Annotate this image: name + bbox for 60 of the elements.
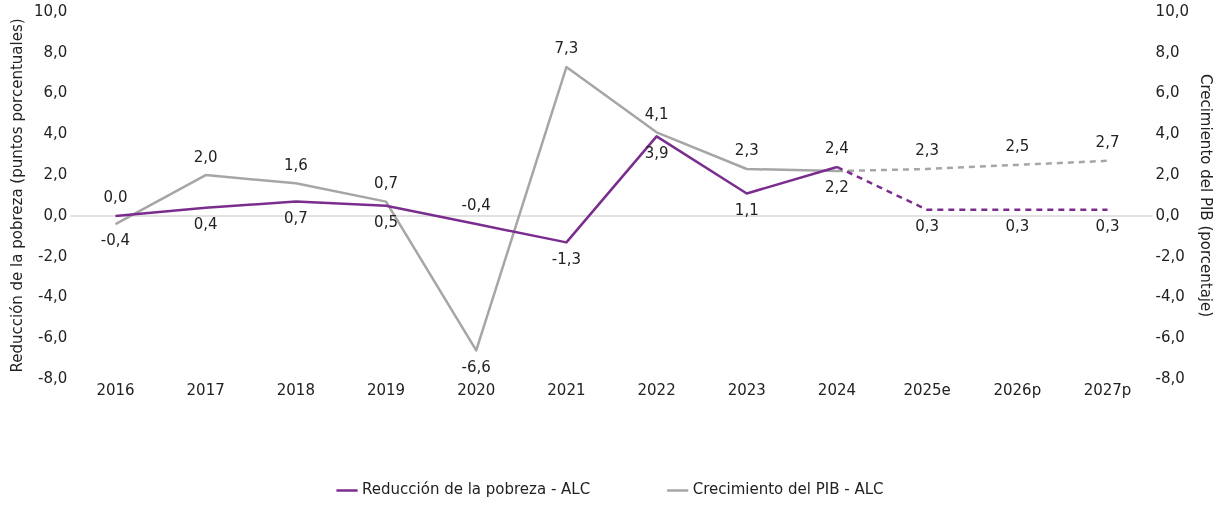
y-tick-label: 8,0 [43, 42, 68, 61]
y2-tick-label: 10,0 [1155, 1, 1190, 20]
x-tick-label: 2023 [727, 380, 766, 399]
y-tick-label: 0,0 [43, 205, 68, 224]
y2-tick-label: 4,0 [1155, 124, 1180, 143]
data-label: 0,3 [1095, 217, 1120, 236]
data-label: 2,4 [825, 139, 849, 158]
y-tick-label: -4,0 [38, 287, 68, 306]
y-tick-label: 4,0 [43, 124, 68, 143]
data-label: 3,9 [644, 143, 669, 162]
data-label: 0,7 [374, 174, 398, 193]
data-label: 4,1 [644, 104, 669, 123]
y-tick-label: -8,0 [38, 368, 68, 387]
x-tick-label: 2021 [547, 380, 586, 399]
data-label: 2,0 [193, 147, 218, 166]
y-tick-label: 6,0 [43, 83, 68, 102]
data-label: 0,3 [1005, 217, 1030, 236]
data-label: 1,6 [283, 155, 308, 174]
y-tick-label: 2,0 [43, 165, 68, 183]
data-label: 7,3 [554, 39, 579, 58]
data-label: 0,7 [283, 209, 308, 228]
x-tick-label: 2020 [457, 380, 496, 399]
y2-axis-title: Crecimiento del PIB (porcentaje) [1197, 73, 1216, 318]
data-label: -1,3 [551, 249, 582, 268]
x-tick-label: 2018 [276, 380, 315, 399]
x-tick-label: 2022 [637, 380, 676, 399]
data-label: 2,2 [825, 178, 849, 197]
y2-tick-label: -4,0 [1155, 287, 1185, 306]
data-label: 2,3 [915, 141, 940, 160]
data-label: 1,1 [734, 200, 759, 219]
data-label: 0,5 [374, 213, 398, 232]
x-tick-label: 2025e [903, 380, 951, 399]
y2-tick-label: 8,0 [1155, 42, 1180, 61]
x-tick-label: 2017 [186, 380, 225, 399]
y-tick-label: -6,0 [38, 328, 68, 347]
y2-tick-label: -8,0 [1155, 368, 1185, 387]
y2-tick-label: 0,0 [1155, 205, 1180, 224]
data-label: -0,4 [100, 231, 131, 250]
data-label: -0,4 [461, 196, 491, 215]
data-label: 0,0 [103, 188, 128, 207]
y-tick-label: -2,0 [38, 246, 68, 265]
y-tick-label: 10,0 [33, 1, 68, 20]
y2-tick-label: 6,0 [1155, 83, 1180, 102]
y-axis-title: Reducción de la pobreza (puntos porcentuales) [7, 18, 26, 373]
data-label: 0,3 [915, 217, 940, 236]
x-tick-label: 2026p [993, 380, 1042, 399]
y2-tick-label: 2,0 [1155, 165, 1180, 183]
data-label: 2,5 [1005, 137, 1030, 156]
x-tick-label: 2027p [1083, 380, 1132, 399]
x-tick-label: 2024 [817, 380, 857, 399]
data-label: 0,4 [193, 215, 218, 234]
legend-label: Reducción de la pobreza - ALC [362, 480, 591, 499]
x-tick-label: 2016 [96, 380, 135, 399]
y2-tick-label: -2,0 [1155, 246, 1185, 265]
y2-tick-label: -6,0 [1155, 328, 1185, 347]
data-label: 2,7 [1095, 133, 1120, 152]
data-label: 2,3 [734, 141, 759, 160]
x-tick-label: 2019 [366, 380, 406, 399]
legend-label: Crecimiento del PIB - ALC [692, 480, 884, 499]
data-label: -6,6 [461, 357, 491, 376]
